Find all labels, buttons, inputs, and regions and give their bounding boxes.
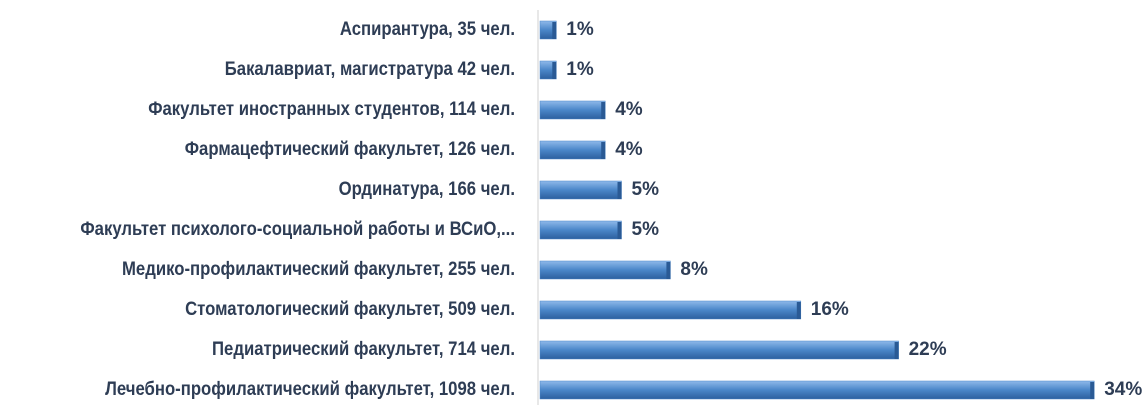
value-label: 4%: [615, 139, 643, 160]
bar: [539, 300, 802, 320]
bar: [539, 220, 622, 240]
category-label: Ординатура, 166 чел.: [339, 179, 515, 200]
value-label: 1%: [566, 59, 594, 80]
category-label: Бакалавриат, магистратура 42 чел.: [225, 59, 515, 80]
value-label: 4%: [615, 99, 643, 120]
category-label: Педиатрический факультет, 714 чел.: [212, 339, 515, 360]
bar: [539, 140, 606, 160]
category-label: Фармацефтический факультет, 126 чел.: [185, 139, 515, 160]
value-label: 34%: [1104, 379, 1142, 400]
bar-edge: [1090, 382, 1095, 399]
bar-edge: [617, 182, 622, 199]
value-label: 16%: [811, 299, 849, 320]
bar-edge: [666, 262, 671, 279]
category-label: Факультет психолого-социальной работы и …: [80, 219, 515, 240]
bar-edge: [552, 22, 557, 39]
bar-edge: [601, 102, 606, 119]
value-label: 22%: [909, 339, 947, 360]
bar: [539, 100, 606, 120]
value-label: 5%: [632, 219, 660, 240]
bar: [539, 380, 1095, 400]
bar-edge: [894, 342, 899, 359]
bar-edge: [601, 142, 606, 159]
bar-edge: [796, 302, 801, 319]
category-label: Аспирантура, 35 чел.: [340, 19, 515, 40]
category-label: Стоматологический факультет, 509 чел.: [185, 299, 515, 320]
value-label: 1%: [566, 19, 594, 40]
bar-edge: [552, 62, 557, 79]
category-label: Медико-профилактический факультет, 255 ч…: [122, 259, 515, 280]
bar-edge: [617, 222, 622, 239]
category-label: Факультет иностранных студентов, 114 чел…: [148, 99, 515, 120]
bar: [539, 180, 622, 200]
value-label: 5%: [632, 179, 660, 200]
category-label: Лечебно-профилактический факультет, 1098…: [105, 379, 515, 400]
bar: [539, 340, 899, 360]
value-label: 8%: [680, 259, 708, 280]
bar: [539, 260, 671, 280]
